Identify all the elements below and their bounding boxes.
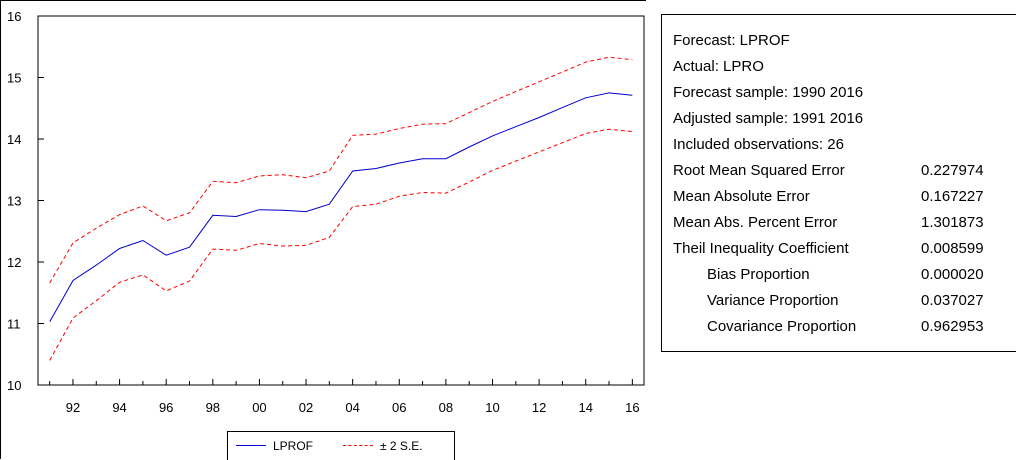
x-tick-label: 06 bbox=[392, 400, 406, 415]
x-tick-label: 14 bbox=[578, 400, 592, 415]
y-tick-label: 13 bbox=[7, 194, 21, 209]
chart-area: 10 11 12 13 14 15 16 92 94 96 98 00 02 04 06 08 10 12 14 1… bbox=[0, 0, 646, 460]
stat-value: 1.301873 bbox=[921, 214, 984, 231]
stat-label: Covariance Proportion bbox=[707, 318, 857, 335]
x-tick-label: 08 bbox=[439, 400, 453, 415]
stat-label: Actual: LPRO bbox=[673, 58, 764, 75]
x-tick-label: 12 bbox=[532, 400, 546, 415]
stat-label: Forecast: LPROF bbox=[673, 32, 790, 49]
x-tick-label: 00 bbox=[252, 400, 266, 415]
x-tick-label: 92 bbox=[66, 400, 80, 415]
x-tick-label: 94 bbox=[112, 400, 126, 415]
lprof-forecast-line bbox=[49, 92, 633, 322]
stat-label: Variance Proportion bbox=[707, 292, 839, 309]
series-layer bbox=[49, 56, 633, 361]
stat-label: Theil Inequality Coefficient bbox=[673, 240, 849, 257]
stat-label: Adjusted sample: 1991 2016 bbox=[673, 110, 864, 127]
plot-frame bbox=[37, 15, 645, 386]
stat-value: 0.008599 bbox=[921, 240, 984, 257]
stat-label: Root Mean Squared Error bbox=[673, 162, 845, 179]
x-tick-label: 98 bbox=[206, 400, 220, 415]
stat-label: Included observations: 26 bbox=[673, 136, 844, 153]
stat-value: 0.227974 bbox=[921, 162, 984, 179]
y-tick-label: 10 bbox=[7, 378, 21, 393]
legend-swatch-lprof bbox=[236, 445, 266, 446]
x-tick-label: 02 bbox=[299, 400, 313, 415]
forecast-statistics-panel: Forecast: LPROF Actual: LPRO Forecast samp… bbox=[661, 14, 1016, 352]
stat-label: Bias Proportion bbox=[707, 266, 810, 283]
y-tick-label: 14 bbox=[7, 132, 21, 147]
y-tick-label: 12 bbox=[7, 255, 21, 270]
x-tick-label: 96 bbox=[159, 400, 173, 415]
stat-label: Forecast sample: 1990 2016 bbox=[673, 84, 864, 101]
legend-label-se-band: ± 2 S.E. bbox=[380, 439, 423, 453]
x-tick-label: 10 bbox=[485, 400, 499, 415]
x-tick-label: 16 bbox=[625, 400, 639, 415]
y-axis: 10 11 12 13 14 15 16 bbox=[7, 9, 44, 393]
x-axis: 92 94 96 98 00 02 04 06 08 10 12 14 16 bbox=[49, 379, 640, 415]
y-tick-label: 11 bbox=[7, 317, 21, 332]
stat-value: 0.962953 bbox=[921, 318, 984, 335]
stat-value: 0.000020 bbox=[921, 266, 984, 283]
lower-se-band-line bbox=[49, 128, 633, 361]
x-tick-label: 04 bbox=[345, 400, 359, 415]
legend-label-lprof: LPROF bbox=[273, 439, 314, 453]
y-tick-label: 15 bbox=[7, 71, 21, 86]
legend: LPROF ± 2 S.E. bbox=[227, 431, 455, 460]
stat-label: Mean Absolute Error bbox=[673, 188, 810, 205]
legend-swatch-se-band bbox=[343, 445, 373, 446]
stat-value: 0.037027 bbox=[921, 292, 984, 309]
y-tick-label: 16 bbox=[7, 9, 21, 24]
upper-se-band-line bbox=[49, 56, 633, 284]
stat-value: 0.167227 bbox=[921, 188, 984, 205]
stat-label: Mean Abs. Percent Error bbox=[673, 214, 838, 231]
